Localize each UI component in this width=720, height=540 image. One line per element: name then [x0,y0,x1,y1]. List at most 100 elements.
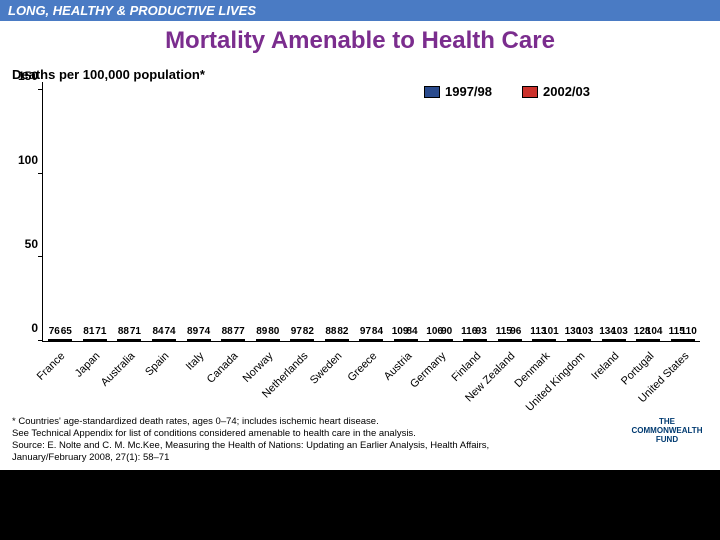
bar-series2: 77 [233,339,245,341]
bar-pair: 11596 [493,339,528,341]
bar-series1: 115 [498,339,510,341]
bar-value: 97 [360,326,371,337]
legend-swatch-2 [522,86,538,98]
chart-title: Mortality Amenable to Health Care [0,21,720,61]
bar-series1: 88 [325,339,337,341]
legend-item-2: 2002/03 [522,84,590,99]
bar-series2: 80 [268,339,280,341]
bar-series1: 84 [152,339,164,341]
bar-pair: 8171 [78,339,113,341]
bar-series2: 74 [164,339,176,341]
footnote-line: See Technical Appendix for list of condi… [12,428,708,440]
bar-value: 65 [61,326,72,337]
bar-series1: 130 [567,339,579,341]
y-tick-label: 0 [31,321,38,335]
bar-series1: 76 [48,339,60,341]
bar-value: 74 [199,326,210,337]
bar-series2: 104 [648,339,660,341]
y-tick-label: 150 [18,69,38,83]
bar-pair: 113101 [527,339,562,341]
bar-value: 96 [510,326,521,337]
bar-value: 89 [256,326,267,337]
bar-pair: 8474 [147,339,182,341]
legend-swatch-1 [424,86,440,98]
bar-value: 101 [542,326,559,337]
bar-value: 110 [681,326,697,337]
footnote: * Countries' age-standardized death rate… [0,412,720,470]
bar-value: 84 [407,326,418,337]
y-tick-label: 100 [18,153,38,167]
bar-value: 77 [234,326,245,337]
bar-series2: 74 [199,339,211,341]
bar-series1: 89 [256,339,268,341]
bar-series2: 103 [614,339,626,341]
footnote-line: January/February 2008, 27(1): 58–71 [12,452,708,464]
header-band: LONG, HEALTHY & PRODUCTIVE LIVES [0,0,720,21]
bar-value: 76 [49,326,60,337]
bar-series2: 82 [302,339,314,341]
bar-pair: 10690 [423,339,458,341]
bar-series1: 109 [394,339,406,341]
footnote-line: Source: E. Nolte and C. M. Mc.Kee, Measu… [12,440,708,452]
bar-pair: 8974 [181,339,216,341]
bar-series2: 96 [510,339,522,341]
bar-value: 103 [577,326,594,337]
bar-series1: 89 [187,339,199,341]
bar-series1: 116 [463,339,475,341]
bar-pair: 8871 [112,339,147,341]
bar-pair: 8882 [320,339,355,341]
plot-area: 7665817188718474897488778980978288829784… [42,82,700,342]
bar-series2: 93 [475,339,487,341]
bar-value: 89 [187,326,198,337]
bar-value: 88 [222,326,233,337]
bar-value: 88 [118,326,129,337]
bar-series1: 97 [290,339,302,341]
legend: 1997/98 2002/03 [424,84,590,99]
bar-value: 104 [646,326,663,337]
bar-series2: 90 [441,339,453,341]
bar-series2: 101 [544,339,556,341]
chart-subtitle: Deaths per 100,000 population* [0,61,720,82]
legend-label-1: 1997/98 [445,84,492,99]
bar-series2: 84 [406,339,418,341]
bar-pair: 130103 [562,339,597,341]
bar-value: 103 [611,326,628,337]
bar-pair: 8980 [250,339,285,341]
y-axis: 050100150 [14,82,42,412]
bar-pair: 8877 [216,339,251,341]
x-axis-label: United States [683,350,720,399]
bar-value: 82 [337,326,348,337]
bar-value: 97 [291,326,302,337]
bar-series1: 115 [671,339,683,341]
bar-series1: 134 [602,339,614,341]
bar-series2: 84 [371,339,383,341]
bar-series2: 71 [95,339,107,341]
bars-row: 7665817188718474897488778980978288829784… [43,82,700,341]
bar-pair: 134103 [596,339,631,341]
y-tick-label: 50 [25,237,38,251]
bar-series2: 110 [683,339,695,341]
bar-value: 88 [325,326,336,337]
bar-value: 93 [476,326,487,337]
bar-value: 71 [130,326,141,337]
bar-series1: 97 [359,339,371,341]
chart-area: 1997/98 2002/03 050100150 76658171887184… [42,82,700,412]
bar-value: 80 [268,326,279,337]
bar-series1: 81 [83,339,95,341]
bar-value: 71 [95,326,106,337]
bar-pair: 9782 [285,339,320,341]
legend-item-1: 1997/98 [424,84,492,99]
bar-series2: 71 [129,339,141,341]
footnote-line: * Countries' age-standardized death rate… [12,416,708,428]
bar-value: 81 [83,326,94,337]
bar-series1: 88 [117,339,129,341]
bar-value: 84 [372,326,383,337]
bar-pair: 11693 [458,339,493,341]
bar-series1: 128 [636,339,648,341]
bar-series2: 82 [337,339,349,341]
bar-value: 84 [152,326,163,337]
bar-pair: 115110 [665,339,700,341]
bar-series1: 106 [429,339,441,341]
bar-series1: 88 [221,339,233,341]
legend-label-2: 2002/03 [543,84,590,99]
